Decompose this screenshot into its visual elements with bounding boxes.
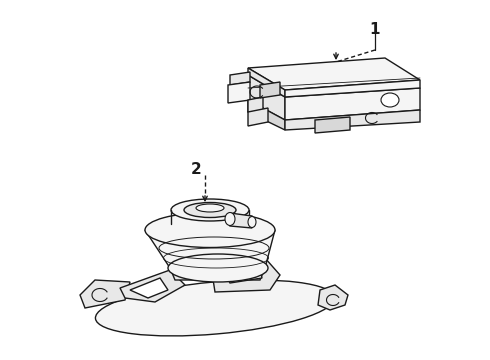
Polygon shape bbox=[285, 88, 420, 120]
Ellipse shape bbox=[171, 199, 249, 221]
Ellipse shape bbox=[96, 280, 335, 336]
Polygon shape bbox=[285, 110, 420, 130]
Polygon shape bbox=[120, 270, 185, 302]
Polygon shape bbox=[230, 72, 250, 85]
Ellipse shape bbox=[225, 212, 235, 225]
Text: 2: 2 bbox=[191, 162, 201, 177]
Ellipse shape bbox=[184, 202, 236, 217]
Polygon shape bbox=[248, 100, 285, 130]
Polygon shape bbox=[80, 280, 130, 308]
Polygon shape bbox=[248, 58, 420, 90]
Polygon shape bbox=[248, 68, 285, 97]
Ellipse shape bbox=[248, 216, 256, 228]
Polygon shape bbox=[130, 278, 168, 298]
Polygon shape bbox=[228, 82, 250, 103]
Polygon shape bbox=[210, 258, 280, 292]
Polygon shape bbox=[220, 263, 262, 283]
Polygon shape bbox=[260, 82, 280, 98]
Ellipse shape bbox=[196, 204, 224, 212]
Ellipse shape bbox=[145, 212, 275, 248]
Polygon shape bbox=[145, 230, 275, 268]
Polygon shape bbox=[170, 268, 265, 280]
Ellipse shape bbox=[168, 254, 268, 282]
Polygon shape bbox=[230, 213, 252, 228]
Polygon shape bbox=[248, 97, 263, 112]
Text: 1: 1 bbox=[370, 22, 380, 37]
Polygon shape bbox=[248, 108, 268, 126]
Ellipse shape bbox=[381, 93, 399, 107]
Polygon shape bbox=[248, 75, 285, 120]
Polygon shape bbox=[315, 117, 350, 133]
Polygon shape bbox=[318, 285, 348, 310]
Polygon shape bbox=[285, 80, 420, 97]
